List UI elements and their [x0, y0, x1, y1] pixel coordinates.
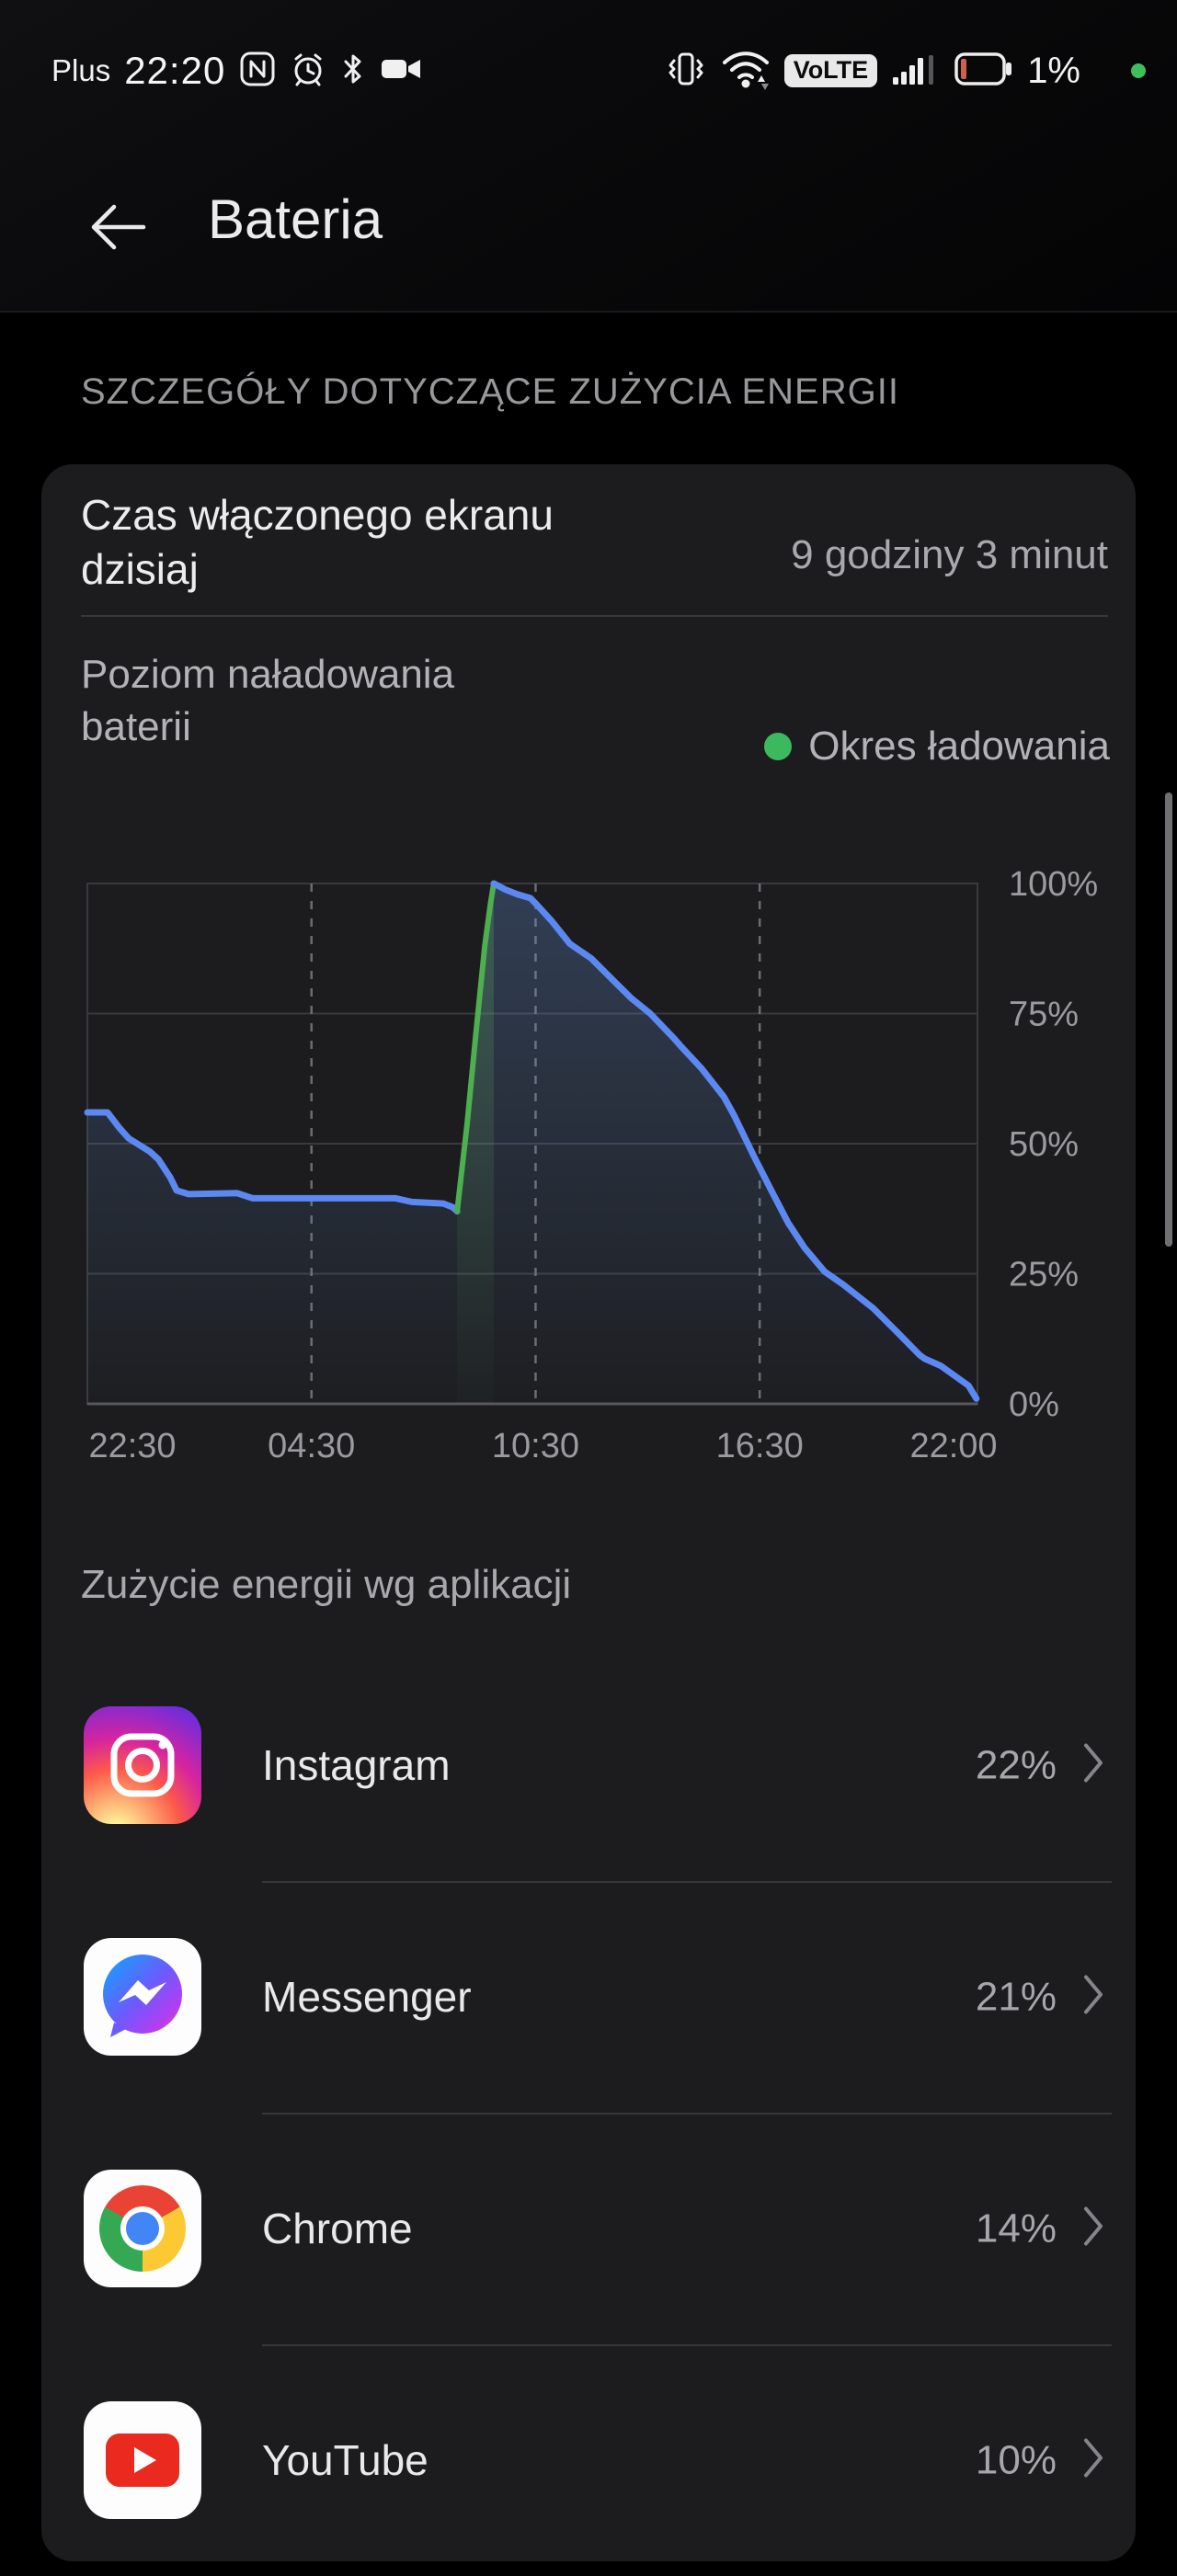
app-battery-percent: 22% [975, 1742, 1057, 1787]
divider [81, 615, 1108, 617]
header-zone: Plus 22:20 [0, 0, 1177, 313]
battery-icon [954, 51, 1013, 90]
youtube-icon [84, 2401, 201, 2519]
messenger-icon [84, 1938, 201, 2056]
app-name: YouTube [262, 2436, 429, 2484]
bluetooth-icon [340, 51, 366, 92]
svg-text:100%: 100% [1009, 865, 1098, 904]
app-row-youtube[interactable]: YouTube 10% [41, 2344, 1136, 2576]
nfc-icon [239, 51, 276, 92]
divider [262, 1881, 1112, 1883]
battery-details-card: Czas włączonego ekranu dzisiaj 9 godziny… [41, 464, 1136, 2561]
apps-section-title: Zużycie energii wg aplikacji [81, 1562, 572, 1607]
screen-edge [0, 2561, 1177, 2574]
chevron-right-icon [1082, 1742, 1104, 1789]
title-bar: Bateria [0, 165, 1177, 285]
status-left: Plus 22:20 [51, 49, 422, 93]
app-row-chrome[interactable]: Chrome 14% [41, 2113, 1136, 2344]
status-time: 22:20 [124, 49, 226, 92]
volte-badge: VoLTE [783, 54, 878, 87]
charging-legend: Okres ładowania [764, 724, 1110, 769]
page-title: Bateria [208, 188, 383, 250]
app-name: Messenger [262, 1973, 472, 2021]
app-row-instagram[interactable]: Instagram 22% [41, 1649, 1136, 1881]
scrollbar-thumb[interactable] [1165, 792, 1172, 1247]
svg-text:50%: 50% [1009, 1125, 1079, 1164]
battery-level-chart: 100% 75% 50% 25% 0% 22:30 04:30 10:30 16:30 22:00 [84, 865, 1098, 1465]
instagram-icon [84, 1706, 201, 1824]
chevron-right-icon [1082, 1974, 1104, 2021]
alarm-icon [290, 51, 326, 92]
app-name: Instagram [262, 1741, 451, 1789]
signal-icon [891, 51, 941, 92]
svg-text:25%: 25% [1009, 1256, 1079, 1294]
divider [262, 2344, 1112, 2346]
app-name: Chrome [262, 2205, 413, 2252]
app-battery-percent: 10% [975, 2437, 1057, 2482]
vibrate-icon [665, 50, 707, 93]
battery-level-label: Poziom naładowania baterii [81, 652, 455, 749]
app-row-messenger[interactable]: Messenger 21% [41, 1881, 1136, 2113]
chrome-icon [84, 2170, 201, 2287]
charging-legend-dot [764, 733, 793, 760]
section-header-energy-details: SZCZEGÓŁY DOTYCZĄCE ZUŻYCIA ENERGII [81, 371, 899, 412]
screen-time-value: 9 godziny 3 minut [791, 532, 1108, 577]
divider [262, 2113, 1112, 2114]
svg-text:0%: 0% [1009, 1385, 1059, 1424]
chevron-right-icon [1082, 2206, 1104, 2252]
svg-text:75%: 75% [1009, 996, 1079, 1034]
status-bar: Plus 22:20 [51, 44, 1146, 97]
svg-text:10:30: 10:30 [492, 1427, 579, 1465]
svg-text:22:00: 22:00 [909, 1427, 997, 1465]
svg-text:16:30: 16:30 [716, 1427, 804, 1465]
app-battery-percent: 21% [975, 1974, 1057, 2019]
chevron-right-icon [1082, 2437, 1104, 2484]
back-button[interactable] [85, 199, 154, 256]
app-battery-percent: 14% [975, 2206, 1057, 2251]
battery-percent-label: 1% [1027, 50, 1080, 91]
carrier-label: Plus [51, 53, 111, 87]
wifi-icon [721, 48, 771, 95]
status-right: VoLTE 1% [665, 48, 1146, 95]
svg-text:04:30: 04:30 [268, 1427, 355, 1465]
videocam-icon [380, 53, 422, 89]
notification-dot [1131, 63, 1146, 78]
svg-text:22:30: 22:30 [88, 1427, 176, 1465]
screen-time-label: Czas włączonego ekranu dzisiaj [81, 491, 554, 593]
charging-legend-label: Okres ładowania [808, 724, 1110, 769]
